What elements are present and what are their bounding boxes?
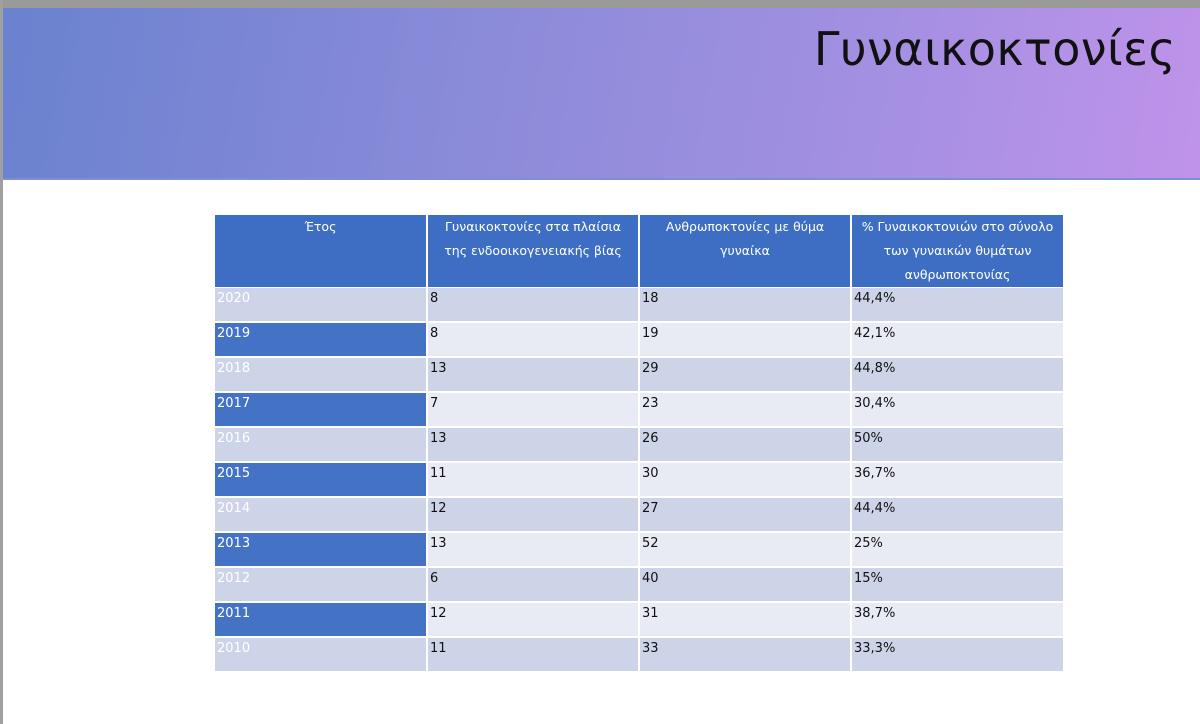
cell-year: 2014: [215, 497, 428, 533]
cell-homicides: 40: [639, 567, 852, 603]
cell-femicides: 13: [427, 532, 640, 568]
cell-homicides: 26: [639, 427, 852, 463]
table-row: 2014 12 27 44,4%: [215, 497, 1063, 533]
cell-percentage: 44,8%: [851, 357, 1063, 393]
cell-homicides: 29: [639, 357, 852, 393]
table-row: 2015 11 30 36,7%: [215, 462, 1063, 498]
cell-year: 2012: [215, 567, 428, 603]
cell-femicides: 6: [427, 567, 640, 603]
cell-percentage: 50%: [851, 427, 1063, 463]
cell-year: 2010: [215, 637, 428, 673]
cell-femicides: 12: [427, 497, 640, 533]
table-header-row: Έτος Γυναικοκτονίες στα πλαίσια της ενδο…: [215, 215, 1063, 288]
table-row: 2018 13 29 44,8%: [215, 357, 1063, 393]
cell-femicides: 13: [427, 357, 640, 393]
cell-percentage: 38,7%: [851, 602, 1063, 638]
table-row: 2017 7 23 30,4%: [215, 392, 1063, 428]
cell-femicides: 13: [427, 427, 640, 463]
cell-femicides: 12: [427, 602, 640, 638]
cell-percentage: 36,7%: [851, 462, 1063, 498]
header-femicide-percentage: % Γυναικοκτονιών στο σύνολο των γυναικών…: [851, 215, 1063, 288]
table-row: 2016 13 26 50%: [215, 427, 1063, 463]
header-female-homicides: Ανθρωποκτονίες με θύμα γυναίκα: [639, 215, 852, 288]
cell-year: 2018: [215, 357, 428, 393]
table-row: 2011 12 31 38,7%: [215, 602, 1063, 638]
table-row: 2019 8 19 42,1%: [215, 322, 1063, 358]
cell-year: 2020: [215, 287, 428, 323]
cell-year: 2016: [215, 427, 428, 463]
slide-title[interactable]: Γυναικοκτονίες: [813, 22, 1176, 76]
table-row: 2012 6 40 15%: [215, 567, 1063, 603]
cell-femicides: 8: [427, 322, 640, 358]
cell-year: 2011: [215, 602, 428, 638]
table-row: 2020 8 18 44,4%: [215, 287, 1063, 323]
cell-homicides: 31: [639, 602, 852, 638]
cell-femicides: 11: [427, 637, 640, 673]
cell-homicides: 23: [639, 392, 852, 428]
slide-top-edge: [0, 0, 1200, 8]
table-row: 2010 11 33 33,3%: [215, 637, 1063, 673]
cell-homicides: 30: [639, 462, 852, 498]
cell-percentage: 30,4%: [851, 392, 1063, 428]
cell-homicides: 18: [639, 287, 852, 323]
header-year: Έτος: [215, 215, 428, 288]
cell-femicides: 8: [427, 287, 640, 323]
cell-percentage: 15%: [851, 567, 1063, 603]
slide-left-edge: [0, 0, 3, 724]
cell-year: 2017: [215, 392, 428, 428]
cell-femicides: 7: [427, 392, 640, 428]
cell-homicides: 33: [639, 637, 852, 673]
cell-percentage: 44,4%: [851, 287, 1063, 323]
cell-homicides: 52: [639, 532, 852, 568]
cell-homicides: 27: [639, 497, 852, 533]
table-row: 2013 13 52 25%: [215, 532, 1063, 568]
cell-year: 2013: [215, 532, 428, 568]
cell-year: 2019: [215, 322, 428, 358]
cell-year: 2015: [215, 462, 428, 498]
cell-percentage: 33,3%: [851, 637, 1063, 673]
title-banner: Γυναικοκτονίες: [3, 8, 1200, 180]
femicides-table: Έτος Γυναικοκτονίες στα πλαίσια της ενδο…: [215, 215, 1063, 673]
cell-femicides: 11: [427, 462, 640, 498]
cell-percentage: 42,1%: [851, 322, 1063, 358]
header-domestic-femicides: Γυναικοκτονίες στα πλαίσια της ενδοοικογ…: [427, 215, 640, 288]
cell-percentage: 25%: [851, 532, 1063, 568]
cell-homicides: 19: [639, 322, 852, 358]
cell-percentage: 44,4%: [851, 497, 1063, 533]
